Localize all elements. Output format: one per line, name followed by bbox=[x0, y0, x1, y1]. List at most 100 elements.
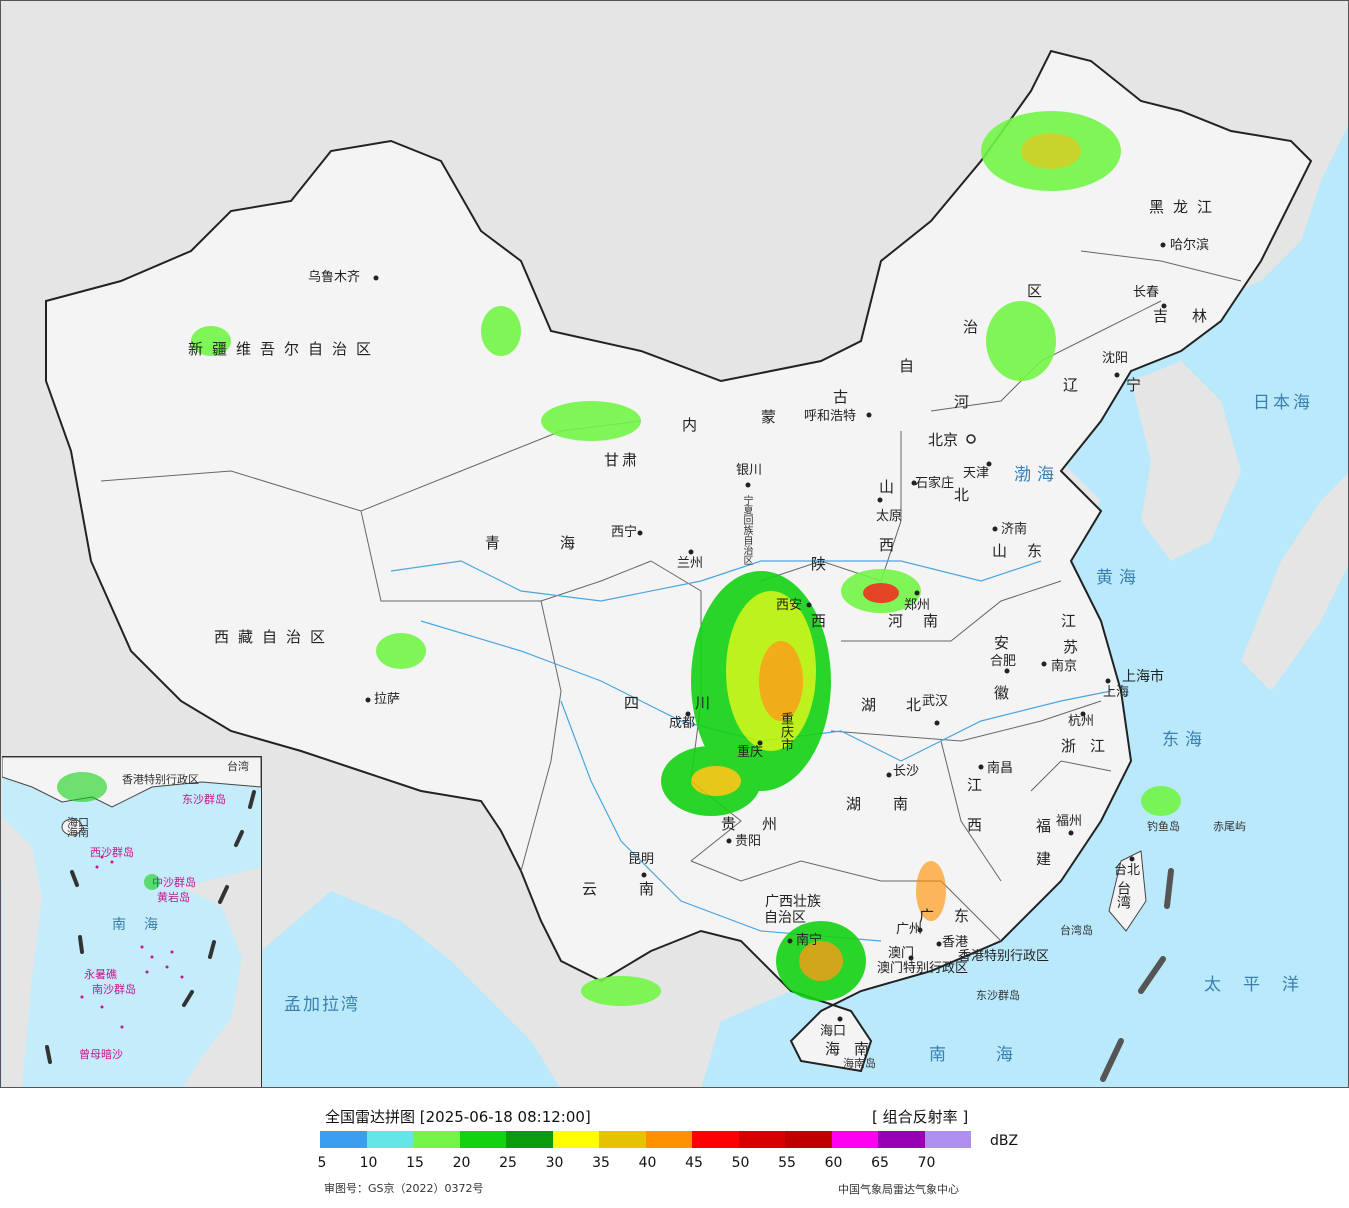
sea-boundaries bbox=[1100, 868, 1174, 1082]
island-dongsha: 东沙群岛 bbox=[976, 989, 1020, 1002]
province-neimenggu-6: 区 bbox=[1027, 282, 1052, 300]
province-xinjiang: 新疆维吾尔自治区 bbox=[188, 340, 381, 358]
legend-swatch bbox=[738, 1131, 785, 1148]
city-changsha: 长沙 bbox=[893, 764, 920, 779]
radar-map: 新疆维吾尔自治区 西藏自治区 青海 甘肃 内 蒙 古 自 治 区 黑龙江 吉林 … bbox=[0, 0, 1349, 1088]
island-diaoyu: 钓鱼岛 bbox=[1147, 820, 1180, 833]
province-jiangxi-1: 江 bbox=[967, 776, 992, 794]
legend-tick: 20 bbox=[452, 1155, 471, 1171]
city-macao: 澳门 bbox=[888, 946, 915, 961]
inset-nansha: 南沙群岛 bbox=[92, 983, 136, 996]
inset-haikou: 海口 bbox=[67, 816, 89, 829]
city-yinchuan: 银川 bbox=[736, 463, 763, 478]
province-neimenggu-2: 蒙 bbox=[761, 408, 786, 426]
province-taiwan: 台湾 bbox=[1115, 881, 1131, 909]
city-jinan: 济南 bbox=[1001, 522, 1028, 537]
province-neimenggu-3: 古 bbox=[833, 388, 858, 406]
sea-mengjiala: 孟加拉湾 bbox=[284, 995, 360, 1015]
sea-bohai: 渤海 bbox=[1014, 465, 1060, 485]
legend-tick: 50 bbox=[731, 1155, 750, 1171]
sea-nanhai: 南海 bbox=[929, 1045, 1063, 1065]
sea-huanghai: 黄海 bbox=[1096, 568, 1142, 588]
province-sichuan-2: 川 bbox=[695, 694, 720, 712]
city-kunming: 昆明 bbox=[628, 852, 655, 867]
province-jilin: 吉林 bbox=[1153, 307, 1232, 325]
province-shanghai: 上海市 bbox=[1122, 669, 1164, 685]
city-nanning: 南宁 bbox=[796, 933, 823, 948]
legend-swatch bbox=[645, 1131, 692, 1148]
province-hk: 香港特别行政区 bbox=[958, 949, 1050, 964]
province-yunnan: 云南 bbox=[582, 880, 697, 898]
province-guangxi-2: 自治区 bbox=[764, 910, 806, 926]
city-harbin: 哈尔滨 bbox=[1170, 238, 1210, 253]
province-shandong: 山东 bbox=[992, 542, 1063, 560]
city-taibei: 台北 bbox=[1114, 863, 1141, 878]
legend-tick: 40 bbox=[638, 1155, 657, 1171]
province-neimenggu-1: 内 bbox=[682, 416, 707, 434]
city-shanghai: 上海 bbox=[1103, 685, 1130, 700]
province-hebei-2: 北 bbox=[954, 486, 979, 504]
city-hohhot: 呼和浩特 bbox=[804, 409, 857, 424]
legend-swatch bbox=[692, 1131, 739, 1148]
city-beijing: 北京 bbox=[928, 431, 959, 449]
legend-swatch bbox=[552, 1131, 599, 1148]
city-tianjin: 天津 bbox=[963, 466, 990, 481]
city-hongkong: 香港 bbox=[942, 935, 969, 950]
province-henan: 河南 bbox=[888, 612, 959, 630]
province-ningxia: 宁夏回族自治区 bbox=[741, 495, 752, 565]
city-hefei: 合肥 bbox=[990, 654, 1017, 669]
city-dots bbox=[365, 242, 1167, 1022]
taiwan-island bbox=[1108, 850, 1147, 932]
legend-product-type: [ 组合反射率 ] bbox=[872, 1108, 969, 1126]
city-fuzhou: 福州 bbox=[1056, 814, 1083, 829]
legend-swatch bbox=[924, 1131, 971, 1148]
province-guangdong: 广东 bbox=[919, 907, 990, 925]
inset-zengmu: 曾母暗沙 bbox=[79, 1048, 123, 1061]
legend-tick: 60 bbox=[824, 1155, 843, 1171]
legend-tick: 5 bbox=[317, 1155, 327, 1171]
legend-swatch bbox=[831, 1131, 878, 1148]
province-hunan: 湖南 bbox=[846, 795, 941, 813]
legend-tick: 35 bbox=[592, 1155, 610, 1171]
legend-swatch bbox=[413, 1131, 460, 1148]
legend-swatch bbox=[506, 1131, 553, 1148]
inset-hainan: 海南 bbox=[67, 826, 89, 839]
province-jiangsu-1: 江 bbox=[1061, 612, 1086, 630]
city-shenyang: 沈阳 bbox=[1102, 351, 1129, 366]
province-anhui-1: 安 bbox=[994, 634, 1019, 652]
province-shanxi-2: 西 bbox=[879, 536, 904, 554]
city-wuhan: 武汉 bbox=[922, 694, 949, 709]
legend-swatch bbox=[599, 1131, 646, 1148]
province-sichuan-1: 四 bbox=[624, 694, 649, 712]
legend-tick: 45 bbox=[685, 1155, 703, 1171]
province-shaanxi-2: 西 bbox=[811, 612, 836, 630]
data-credit: 中国气象局雷达气象中心 bbox=[838, 1183, 959, 1196]
city-haikou: 海口 bbox=[820, 1024, 847, 1039]
city-xining: 西宁 bbox=[611, 525, 638, 540]
province-guangxi-1: 广西壮族 bbox=[765, 894, 821, 910]
sea-east bbox=[701, 125, 1348, 1087]
province-hainan: 海南 bbox=[825, 1040, 884, 1058]
inset-taiwan: 台湾 bbox=[227, 760, 249, 773]
japan bbox=[1241, 473, 1348, 691]
inset-nanhai: 南海 bbox=[112, 917, 176, 933]
legend-swatch bbox=[878, 1131, 925, 1148]
legend-tick: 30 bbox=[545, 1155, 564, 1171]
island-chiwei: 赤尾屿 bbox=[1213, 820, 1246, 833]
province-anhui-2: 徽 bbox=[994, 684, 1019, 702]
province-xizang: 西藏自治区 bbox=[214, 628, 335, 646]
province-macau: 澳门特别行政区 bbox=[877, 961, 969, 976]
sea-ribenhai: 日本海 bbox=[1253, 393, 1313, 413]
legend-swatch bbox=[366, 1131, 413, 1148]
city-guiyang: 贵阳 bbox=[735, 834, 762, 849]
city-nanjing: 南京 bbox=[1051, 659, 1078, 674]
city-shijiazhuang: 石家庄 bbox=[915, 476, 955, 491]
map-approval-number: 审图号：GS京（2022）0372号 bbox=[324, 1182, 484, 1195]
legend-tick-labels: 5 10 15 20 25 30 35 40 45 50 55 60 65 70 bbox=[317, 1155, 940, 1173]
province-gansu: 甘肃 bbox=[604, 451, 641, 469]
legend-tick: 55 bbox=[778, 1155, 796, 1171]
inset-yongshu: 永暑礁 bbox=[84, 968, 117, 981]
province-shanxi-1: 山 bbox=[879, 478, 904, 496]
china-land bbox=[45, 49, 1313, 1073]
legend-swatch bbox=[459, 1131, 506, 1148]
